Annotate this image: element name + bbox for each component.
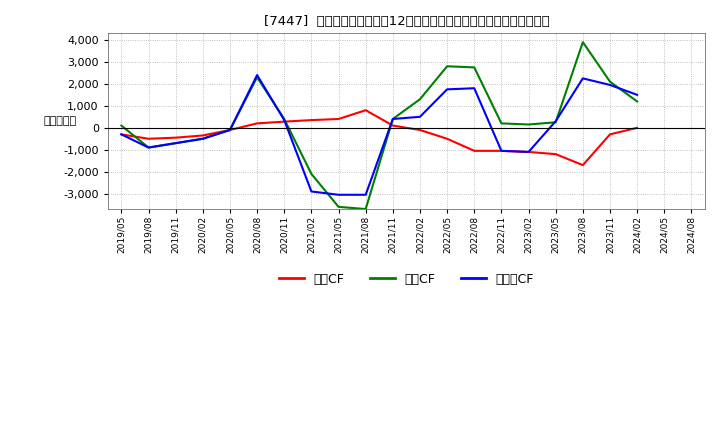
Legend: 営業CF, 投資CF, フリーCF: 営業CF, 投資CF, フリーCF [274, 268, 539, 291]
投資CF [253, 75, 261, 80]
営業CF [199, 133, 207, 138]
フリーCF [144, 145, 153, 150]
営業CF [389, 123, 397, 128]
営業CF [552, 151, 560, 157]
投資CF [579, 40, 588, 45]
投資CF [606, 79, 614, 84]
投資CF [470, 65, 479, 70]
営業CF [606, 132, 614, 137]
投資CF [497, 121, 505, 126]
営業CF [144, 136, 153, 141]
投資CF [443, 64, 451, 69]
フリーCF [307, 189, 315, 194]
投資CF [415, 97, 424, 102]
投資CF [361, 206, 370, 212]
Title: [7447]  キャッシュフローの12か月移動合計の対前年同期増減額の推移: [7447] キャッシュフローの12か月移動合計の対前年同期増減額の推移 [264, 15, 549, 28]
営業CF [307, 117, 315, 123]
投資CF [524, 122, 533, 127]
投資CF [307, 171, 315, 176]
営業CF [225, 127, 234, 132]
フリーCF [579, 76, 588, 81]
フリーCF [389, 116, 397, 121]
投資CF [144, 145, 153, 150]
営業CF [415, 127, 424, 132]
フリーCF [470, 86, 479, 91]
フリーCF [443, 87, 451, 92]
Line: 営業CF: 営業CF [122, 110, 637, 165]
Line: 投資CF: 投資CF [122, 42, 637, 209]
フリーCF [199, 136, 207, 141]
営業CF [633, 125, 642, 130]
フリーCF [633, 92, 642, 98]
フリーCF [552, 118, 560, 124]
フリーCF [524, 149, 533, 154]
営業CF [253, 121, 261, 126]
フリーCF [606, 82, 614, 88]
投資CF [280, 116, 289, 121]
フリーCF [415, 114, 424, 119]
営業CF [117, 132, 126, 137]
投資CF [633, 99, 642, 104]
営業CF [579, 162, 588, 168]
フリーCF [280, 117, 289, 123]
投資CF [389, 116, 397, 121]
営業CF [171, 135, 180, 140]
営業CF [470, 148, 479, 154]
投資CF [225, 127, 234, 132]
営業CF [361, 107, 370, 113]
フリーCF [117, 132, 126, 137]
投資CF [552, 120, 560, 125]
フリーCF [361, 192, 370, 198]
投資CF [334, 204, 343, 209]
フリーCF [497, 148, 505, 154]
Y-axis label: （百万円）: （百万円） [44, 116, 77, 126]
投資CF [117, 123, 126, 128]
営業CF [334, 116, 343, 121]
フリーCF [171, 140, 180, 146]
営業CF [443, 136, 451, 141]
投資CF [199, 136, 207, 141]
営業CF [497, 148, 505, 154]
フリーCF [334, 192, 343, 198]
投資CF [171, 140, 180, 146]
営業CF [280, 119, 289, 124]
Line: フリーCF: フリーCF [122, 75, 637, 195]
営業CF [524, 149, 533, 154]
フリーCF [225, 127, 234, 132]
フリーCF [253, 73, 261, 78]
